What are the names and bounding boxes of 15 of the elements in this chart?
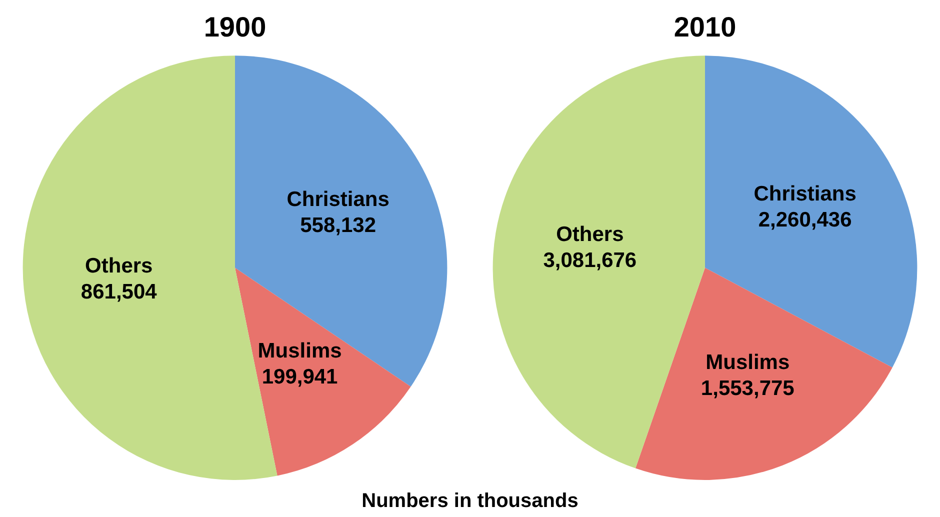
data-label: 2,260,436 — [758, 208, 852, 232]
data-label: 3,081,676 — [543, 249, 637, 272]
slice-label: Others — [556, 223, 624, 246]
slice-label: Christians — [286, 188, 390, 211]
data-label: 861,504 — [80, 280, 158, 304]
slice-label: Muslims — [258, 340, 342, 363]
data-label: 558,132 — [300, 214, 376, 237]
slice-label: Muslims — [706, 351, 790, 374]
slice-label: Christians — [754, 182, 856, 206]
data-label: 1,553,775 — [700, 377, 795, 400]
chart-title: 1900 — [204, 12, 266, 43]
chart-title: 2010 — [674, 12, 736, 43]
slice-label: Others — [85, 254, 153, 278]
data-label: 199,941 — [262, 366, 338, 389]
text: Numbers in thousands — [360, 490, 580, 513]
